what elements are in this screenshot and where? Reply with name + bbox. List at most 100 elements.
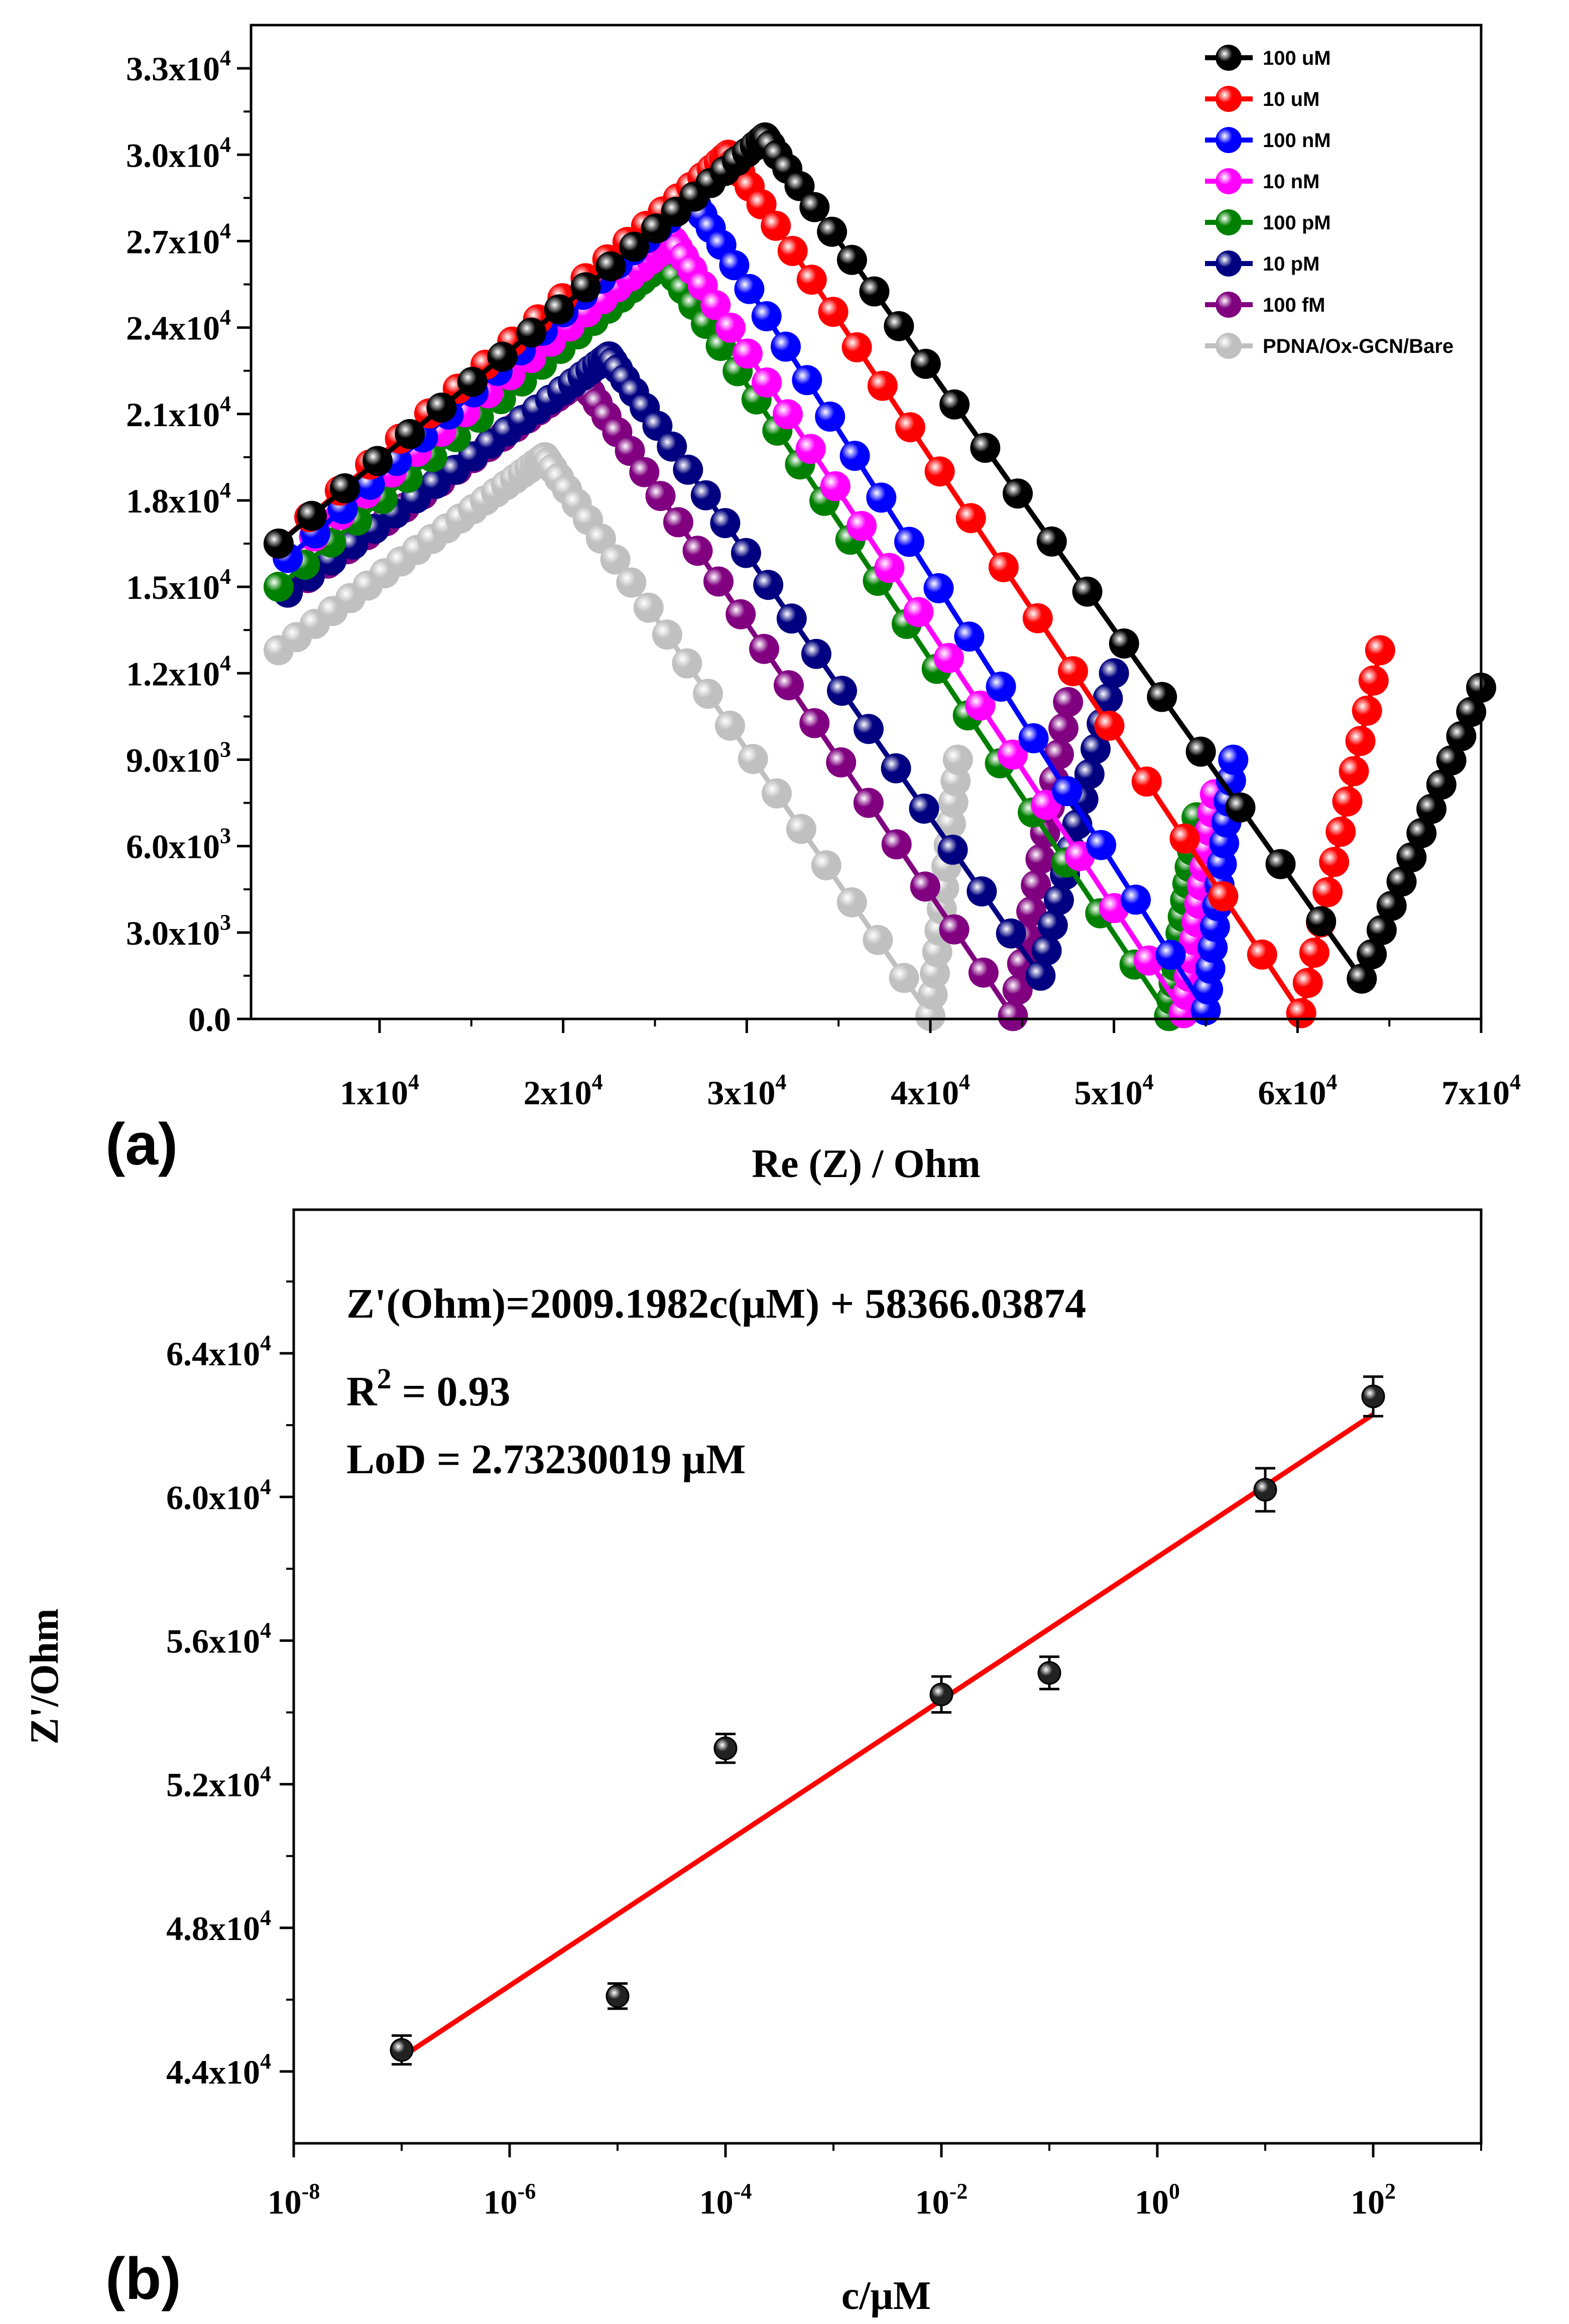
data-point: [970, 433, 1001, 463]
data-point: [1218, 744, 1249, 775]
x-tick-label-b: 10-6: [484, 2179, 536, 2221]
x-tick-label-a: 5x104: [1074, 1070, 1154, 1112]
data-point: [752, 367, 782, 398]
x-tick-base-b: 10: [484, 2183, 518, 2221]
data-point: [774, 670, 804, 701]
data-point: [263, 529, 294, 559]
y-tick-label-a-exponent: 4: [220, 305, 231, 330]
x-tick-label-a: 2x104: [524, 1070, 603, 1112]
data-point: [1072, 576, 1103, 607]
y-axis-title-b: Z'/Ohm: [23, 1608, 67, 1744]
data-point: [297, 500, 327, 531]
data-point: [1436, 745, 1467, 776]
data-point: [1352, 695, 1382, 726]
y-tick-label-a-exponent: 3: [220, 737, 231, 761]
data-point: [1048, 713, 1079, 743]
data-point: [836, 887, 867, 918]
data-point: [1169, 823, 1200, 854]
calibration-point: [929, 1675, 953, 1714]
data-point: [1025, 960, 1056, 991]
data-point: [1155, 940, 1186, 970]
y-tick-label-a-mantissa: 2.1x10: [126, 396, 220, 434]
data-point: [792, 365, 822, 396]
x-tick-label-a-exponent: 4: [1143, 1070, 1154, 1094]
panel-a: 1x104 2x104 3x104 4x104 5x104 6x104 7x1040.03.…: [105, 24, 1521, 1186]
data-point: [1074, 759, 1105, 790]
data-point: [1093, 683, 1123, 714]
data-point: [1292, 968, 1323, 998]
x-tick-label-b: 10-2: [915, 2179, 968, 2221]
data-point: [733, 338, 763, 369]
data-point: [967, 876, 997, 907]
data-point: [895, 412, 925, 443]
x-tick-exponent-b: -6: [518, 2179, 536, 2204]
data-point: [1376, 890, 1407, 921]
data-point: [796, 265, 827, 295]
x-tick-label-a-mantissa: 5x10: [1074, 1074, 1143, 1112]
data-point: [700, 290, 731, 320]
x-tick-label-a-mantissa: 3x10: [707, 1074, 775, 1112]
calibration-point: [713, 1732, 738, 1764]
y-tick-label-a: 1.8x104: [126, 478, 231, 520]
x-tick-label-a-exponent: 4: [408, 1070, 419, 1094]
y-tick-label-a-exponent: 4: [220, 564, 231, 589]
data-point: [776, 603, 807, 634]
y-tick-label-b-exponent: 4: [260, 1762, 271, 1786]
data-point: [363, 446, 393, 476]
data-point: [1347, 963, 1377, 994]
legend-item: 10 pM: [1205, 250, 1319, 277]
data-point: [1247, 939, 1277, 970]
data-point: [867, 370, 898, 401]
data-point: [929, 1683, 953, 1707]
y-tick-label-a-mantissa: 3.0x10: [126, 136, 220, 174]
legend-item: 100 pM: [1205, 209, 1331, 235]
data-point: [777, 236, 808, 266]
data-point: [746, 189, 777, 219]
panel-b: 10-8 10-6 10-4 10-2 100 1024.4x1044.8x1045.2x…: [23, 1208, 1483, 2318]
data-point: [773, 399, 803, 430]
data-point: [1018, 723, 1049, 753]
y-tick-label-b: 4.8x104: [166, 1905, 271, 1948]
data-point: [784, 171, 815, 201]
data-point: [616, 567, 647, 598]
y-tick-label-b: 6.0x104: [166, 1474, 271, 1516]
y-tick-label-a-exponent: 4: [220, 478, 231, 502]
data-point: [968, 957, 999, 988]
x-tick-exponent-b: -8: [302, 2179, 320, 2204]
data-point: [1037, 1661, 1061, 1685]
equation-annotation: Z'(Ohm)=2009.1982c(μM) + 58366.03874: [346, 1280, 1086, 1327]
x-tick-base-b: 10: [268, 2183, 302, 2221]
data-point: [690, 480, 721, 510]
y-tick-label-b-exponent: 4: [260, 1331, 271, 1355]
legend-item: 10 uM: [1205, 86, 1319, 112]
data-point: [1037, 910, 1068, 941]
legend-marker: [1216, 45, 1242, 71]
data-point: [749, 633, 779, 664]
r2-prefix: R: [346, 1368, 378, 1415]
calibration-point: [390, 2034, 414, 2066]
data-point: [836, 244, 867, 275]
data-point: [487, 341, 518, 372]
legend-marker: [1216, 292, 1242, 318]
data-point: [1265, 849, 1296, 879]
data-point: [338, 529, 369, 560]
legend-marker: [1216, 86, 1242, 112]
y-tick-label-b-mantissa: 6.4x10: [166, 1335, 260, 1373]
data-point: [570, 272, 601, 303]
data-point: [1031, 935, 1062, 966]
data-point: [751, 301, 782, 331]
data-point: [1306, 906, 1337, 937]
y-tick-label-b-mantissa: 5.6x10: [166, 1622, 260, 1660]
y-tick-label-b: 4.4x104: [166, 2049, 271, 2091]
data-point: [998, 1001, 1028, 1031]
legend-label: 100 fM: [1263, 294, 1325, 316]
legend-marker: [1216, 250, 1242, 277]
y-tick-label-a-mantissa: 2.4x10: [126, 309, 220, 347]
data-point: [937, 834, 968, 865]
plot-frame-a: [250, 24, 1483, 1020]
y-tick-label-a-mantissa: 2.7x10: [126, 222, 220, 261]
data-point: [761, 210, 791, 241]
data-point: [726, 599, 756, 629]
calibration-plot: [390, 1375, 1385, 2066]
